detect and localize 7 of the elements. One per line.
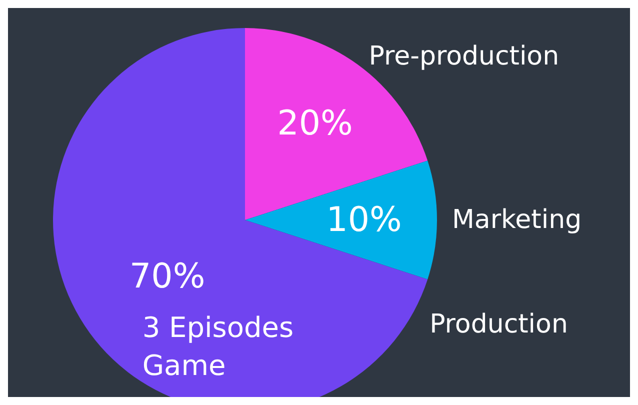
data-label: 20% [277,104,353,144]
slice-label: Marketing [452,205,582,235]
slice-label: Pre-production [368,42,560,72]
data-label: 10% [326,200,402,240]
slice-label: Production [430,309,568,340]
data-label: 70% [130,256,206,296]
text: 3 Episodes Game [142,310,294,382]
